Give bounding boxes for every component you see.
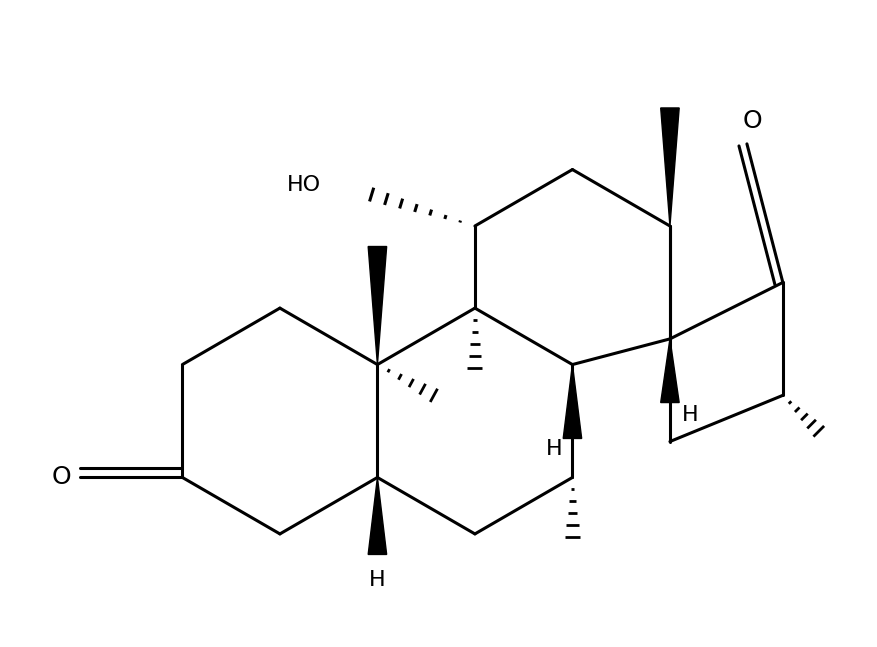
Text: HO: HO [286,175,320,195]
Text: O: O [52,465,71,490]
Text: H: H [368,570,385,590]
Text: H: H [681,405,698,425]
Polygon shape [660,108,679,226]
Polygon shape [367,247,386,364]
Text: O: O [741,109,761,133]
Polygon shape [562,364,581,439]
Text: H: H [545,439,561,459]
Polygon shape [660,339,679,402]
Polygon shape [367,477,386,554]
